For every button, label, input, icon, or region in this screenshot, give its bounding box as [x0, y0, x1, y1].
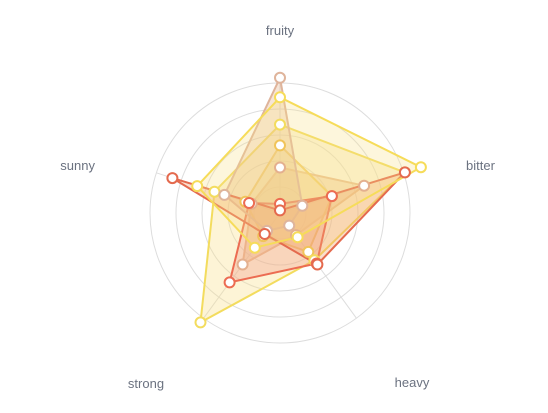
- series-1-point-fruity[interactable]: [274, 161, 286, 174]
- series-5-point-heavy[interactable]: [283, 219, 296, 232]
- series-2-point-heavy[interactable]: [302, 245, 315, 258]
- series-7-point-heavy[interactable]: [291, 231, 304, 244]
- series-2-point-fruity[interactable]: [274, 139, 286, 152]
- series-6-area: [171, 171, 406, 266]
- axis-label-sunny: sunny: [60, 158, 95, 173]
- axis-label-fruity: fruity: [266, 23, 295, 38]
- series-layer: [166, 71, 427, 329]
- series-6-point-fruity[interactable]: [274, 204, 286, 217]
- series-3-point-fruity[interactable]: [274, 118, 286, 131]
- series-3-point-strong[interactable]: [194, 316, 207, 329]
- series-7-point-bitter[interactable]: [414, 161, 427, 174]
- series-1-point-bitter[interactable]: [358, 179, 371, 192]
- series-6-point-heavy[interactable]: [311, 258, 324, 271]
- series-6-point-sunny[interactable]: [166, 172, 179, 185]
- series-3-point-sunny[interactable]: [208, 185, 221, 198]
- series-3-area: [199, 123, 406, 324]
- series-6-point-bitter[interactable]: [398, 166, 411, 179]
- series-5-point-bitter[interactable]: [296, 199, 309, 212]
- axis-label-heavy: heavy: [395, 375, 430, 390]
- series-5-point-sunny[interactable]: [218, 188, 231, 201]
- series-7-point-fruity[interactable]: [274, 91, 286, 104]
- axis-label-bitter: bitter: [466, 158, 496, 173]
- series-1-point-strong[interactable]: [236, 258, 249, 271]
- series-5-area: [223, 76, 304, 232]
- axis-label-strong: strong: [128, 376, 164, 391]
- series-4-point-sunny[interactable]: [243, 197, 256, 209]
- series-5-point-fruity[interactable]: [274, 71, 286, 84]
- series-7-point-sunny[interactable]: [191, 180, 204, 193]
- series-4-point-strong[interactable]: [223, 276, 236, 289]
- series-7-point-strong[interactable]: [248, 241, 261, 254]
- series-4-point-bitter[interactable]: [325, 190, 338, 203]
- axis-labels-layer: fruity bitter heavy strong sunny: [60, 23, 495, 391]
- series-7-area: [196, 96, 422, 249]
- series-6-point-strong[interactable]: [258, 228, 271, 240]
